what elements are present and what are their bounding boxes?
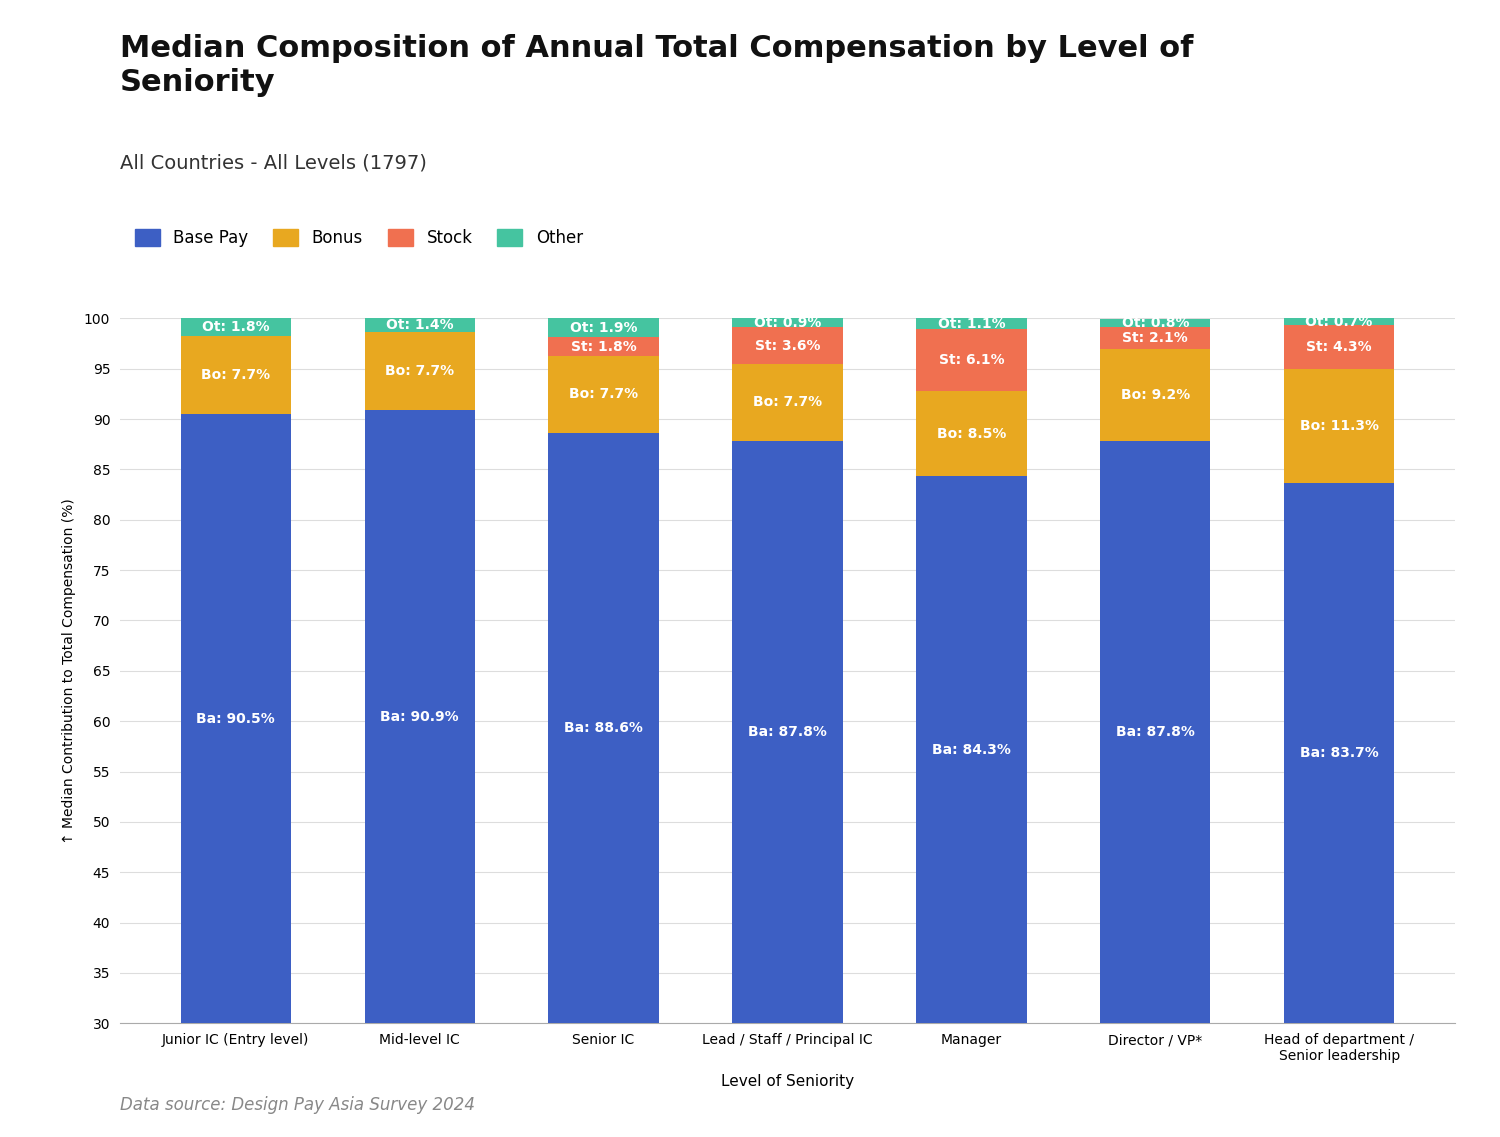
Text: Ot: 1.8%: Ot: 1.8% [202, 321, 270, 334]
Bar [916, 391, 1026, 476]
Text: Ba: 84.3%: Ba: 84.3% [932, 742, 1011, 757]
Text: Ot: 0.7%: Ot: 0.7% [1305, 315, 1372, 329]
Legend: Base Pay, Bonus, Stock, Other: Base Pay, Bonus, Stock, Other [129, 222, 590, 254]
Text: St: 6.1%: St: 6.1% [939, 354, 1004, 367]
Bar [916, 476, 1026, 1137]
Bar [364, 332, 476, 410]
Text: Ot: 1.9%: Ot: 1.9% [570, 321, 638, 335]
Text: Ba: 87.8%: Ba: 87.8% [748, 725, 827, 739]
Bar [1100, 327, 1210, 349]
Text: St: 4.3%: St: 4.3% [1306, 340, 1372, 354]
Bar [1284, 318, 1395, 325]
Bar [916, 318, 1026, 330]
Bar [1100, 349, 1210, 441]
Text: St: 2.1%: St: 2.1% [1122, 331, 1188, 345]
Bar [1100, 319, 1210, 327]
Text: Bo: 9.2%: Bo: 9.2% [1120, 388, 1190, 401]
Bar [732, 364, 843, 441]
Bar [549, 338, 658, 356]
Bar [549, 318, 658, 338]
Text: Ba: 90.9%: Ba: 90.9% [381, 709, 459, 723]
Bar [1284, 325, 1395, 368]
Text: Bo: 11.3%: Bo: 11.3% [1299, 418, 1378, 432]
Bar [180, 337, 291, 414]
Text: Ot: 1.1%: Ot: 1.1% [938, 317, 1005, 331]
Bar [364, 410, 476, 1137]
Text: Bo: 7.7%: Bo: 7.7% [568, 388, 638, 401]
Bar [732, 318, 843, 327]
Text: Bo: 7.7%: Bo: 7.7% [386, 364, 454, 379]
Bar [549, 356, 658, 433]
X-axis label: Level of Seniority: Level of Seniority [722, 1074, 854, 1089]
Bar [180, 414, 291, 1137]
Bar [732, 441, 843, 1137]
Text: St: 3.6%: St: 3.6% [754, 339, 820, 352]
Text: Ba: 90.5%: Ba: 90.5% [196, 712, 274, 725]
Text: All Countries - All Levels (1797): All Countries - All Levels (1797) [120, 153, 427, 173]
Text: Ot: 0.9%: Ot: 0.9% [754, 316, 820, 330]
Bar [1100, 441, 1210, 1137]
Text: Ba: 88.6%: Ba: 88.6% [564, 721, 644, 736]
Text: Data source: Design Pay Asia Survey 2024: Data source: Design Pay Asia Survey 2024 [120, 1096, 476, 1114]
Text: Bo: 7.7%: Bo: 7.7% [753, 396, 822, 409]
Bar [732, 327, 843, 364]
Text: Ba: 87.8%: Ba: 87.8% [1116, 725, 1194, 739]
Text: Ot: 0.8%: Ot: 0.8% [1122, 316, 1190, 331]
Y-axis label: ↑ Median Contribution to Total Compensation (%): ↑ Median Contribution to Total Compensat… [62, 498, 75, 844]
Bar [549, 433, 658, 1137]
Text: Ot: 1.4%: Ot: 1.4% [386, 318, 453, 332]
Text: Bo: 7.7%: Bo: 7.7% [201, 368, 270, 382]
Bar [180, 318, 291, 337]
Text: Median Composition of Annual Total Compensation by Level of
Seniority: Median Composition of Annual Total Compe… [120, 34, 1194, 97]
Text: St: 1.8%: St: 1.8% [570, 340, 636, 354]
Bar [364, 318, 476, 332]
Bar [916, 330, 1026, 391]
Bar [1284, 368, 1395, 482]
Text: Ba: 83.7%: Ba: 83.7% [1300, 746, 1378, 760]
Bar [1284, 482, 1395, 1137]
Text: Bo: 8.5%: Bo: 8.5% [936, 426, 1006, 441]
